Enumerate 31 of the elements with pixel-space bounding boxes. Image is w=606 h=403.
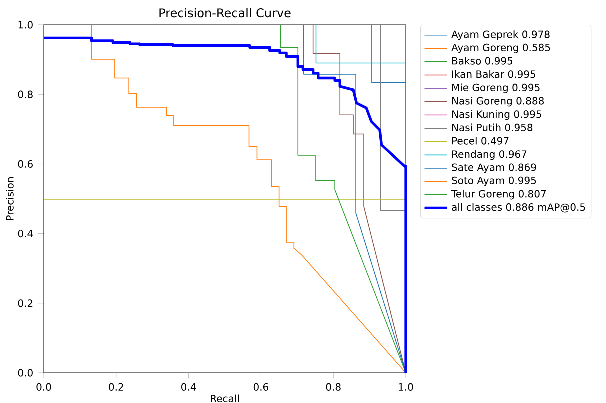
legend-label: Sate Ayam 0.869 — [452, 164, 536, 174]
legend-label: Ikan Bakar 0.995 — [452, 70, 536, 78]
x-tick-label: 0.6 — [254, 383, 269, 391]
x-axis-title: Recall — [211, 394, 239, 403]
legend-label: Mie Goreng 0.995 — [452, 84, 540, 94]
y-tick-label: 0.2 — [18, 300, 33, 308]
x-tick-label: 0.2 — [109, 383, 124, 391]
y-tick-label: 1.0 — [18, 21, 33, 29]
legend-label: Rendang 0.967 — [452, 150, 527, 160]
chart-title: Precision-Recall Curve — [160, 8, 291, 18]
x-tick-label: 1.0 — [399, 383, 414, 391]
y-axis-title: Precision — [6, 178, 14, 220]
y-tick-label: 0.0 — [18, 369, 33, 377]
legend-label: Nasi Putih 0.958 — [452, 124, 533, 132]
x-tick-label: 0.4 — [182, 383, 196, 391]
y-tick-label: 0.6 — [18, 160, 33, 168]
y-tick-label: 0.4 — [18, 230, 34, 238]
legend-label: Soto Ayam 0.995 — [452, 176, 536, 186]
legend-label: Pecel 0.497 — [452, 137, 509, 145]
legend-label: Ayam Goreng 0.585 — [452, 44, 550, 54]
x-tick-label: 0.8 — [326, 383, 341, 391]
x-tick-label: 0.0 — [36, 383, 52, 391]
legend-label: Ayam Geprek 0.978 — [452, 30, 550, 40]
line-series — [42, 36, 408, 374]
line-series — [91, 24, 406, 374]
y-tick-label: 0.8 — [18, 90, 33, 98]
legend-label: Nasi Goreng 0.888 — [452, 97, 544, 107]
legend-label: Telur Goreng 0.807 — [451, 190, 546, 200]
legend-label: all classes 0.886 mAP@0.5 — [452, 203, 586, 213]
legend-label: Bakso 0.995 — [452, 57, 513, 65]
legend-label: Nasi Kuning 0.995 — [452, 110, 542, 120]
